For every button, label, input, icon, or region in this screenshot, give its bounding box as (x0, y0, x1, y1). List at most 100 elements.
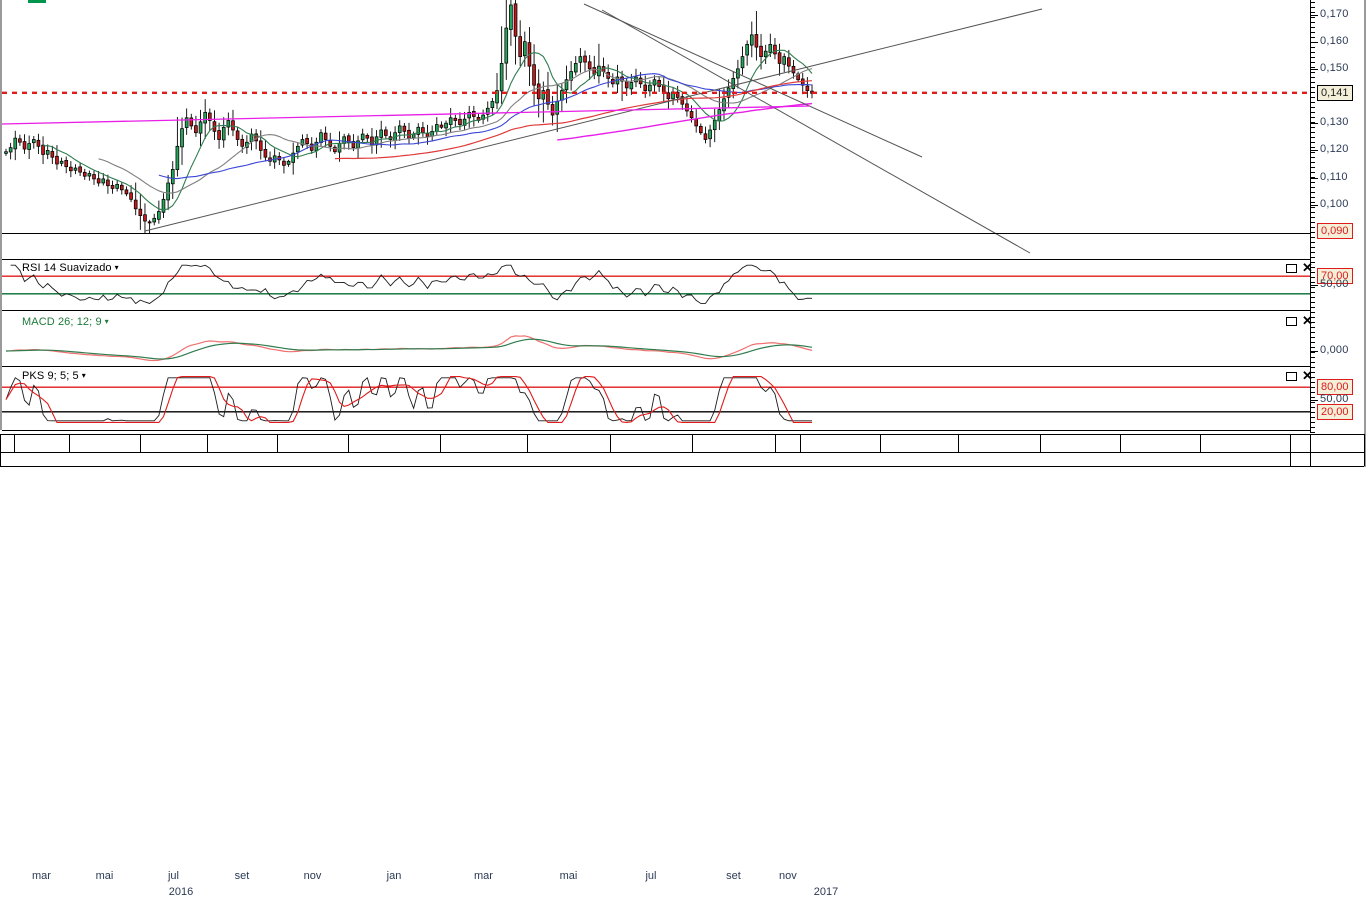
scale-tick (1311, 32, 1315, 33)
scale-tick-major (1311, 177, 1318, 179)
pks-panel-bottom-border (2, 430, 1310, 431)
scale-tick (1311, 262, 1315, 263)
scale-tick (1311, 207, 1315, 208)
scale-tick (1311, 312, 1315, 313)
macd-panel-bottom-border (2, 366, 1310, 367)
time-axis-month-jul: jul (645, 870, 657, 882)
pks-restore-icon[interactable] (1286, 372, 1297, 381)
scale-tick (1311, 142, 1315, 143)
time-axis-separator (207, 434, 208, 452)
scale-tick (1311, 232, 1315, 233)
scale-tick (1311, 97, 1315, 98)
scale-tick (1311, 202, 1315, 203)
rsi-restore-icon[interactable] (1286, 264, 1297, 273)
macd-close-icon[interactable]: ✕ (1302, 313, 1313, 328)
scale-tick (1311, 377, 1315, 378)
time-axis-separator (958, 434, 959, 452)
scale-tick (1311, 127, 1315, 128)
scale-tick (1311, 222, 1315, 223)
scale-tick (1311, 247, 1315, 248)
rsi-title[interactable]: RSI 14 Suavizado ▾ (22, 262, 119, 274)
pks-dropdown-caret[interactable]: ▾ (81, 371, 86, 380)
scale-tick-major (1311, 41, 1318, 43)
macd-restore-icon[interactable] (1286, 317, 1297, 326)
rsi-level-70-label[interactable]: 70,00 (1317, 268, 1353, 285)
time-axis-top-line (0, 434, 1364, 435)
scale-tick (1311, 412, 1315, 413)
scale-tick (1311, 397, 1315, 398)
scale-tick (1311, 152, 1315, 153)
pks-level-50-label: 50,00 (1320, 392, 1349, 405)
scale-tick (1311, 382, 1315, 383)
price-scale-label: 0,150 (1320, 61, 1349, 74)
macd-dropdown-caret[interactable]: ▾ (104, 317, 109, 326)
current-price-label[interactable]: 0,141 (1317, 84, 1353, 101)
macd-panel-buttons[interactable]: ✕ (1286, 313, 1320, 328)
time-axis-month-mar: mar (474, 870, 493, 882)
time-axis-left-edge (0, 434, 1, 467)
pks-close-icon[interactable]: ✕ (1302, 368, 1313, 383)
scale-tick (1311, 417, 1315, 418)
price-svg (2, 0, 1310, 254)
scale-tick (1311, 432, 1315, 433)
scale-tick (1311, 327, 1315, 328)
scale-tick (1311, 82, 1315, 83)
scale-tick (1311, 167, 1315, 168)
rsi-dropdown-caret[interactable]: ▾ (114, 263, 119, 272)
scale-tick (1311, 137, 1315, 138)
scale-tick (1311, 52, 1315, 53)
macd-plot-area[interactable] (2, 311, 1310, 365)
scale-tick (1311, 367, 1315, 368)
time-axis-separator (775, 434, 776, 452)
scale-tick (1311, 357, 1315, 358)
price-panel-base-border (2, 259, 1310, 260)
time-axis[interactable]: mar mai jul set nov jan mar mai jul set nov 2016 20… (0, 433, 1365, 898)
scale-tick-major (1311, 204, 1318, 206)
scale-tick (1311, 37, 1315, 38)
scale-tick (1311, 407, 1315, 408)
top-green-marker (28, 0, 46, 3)
scale-tick (1311, 57, 1315, 58)
scale-tick (1311, 62, 1315, 63)
time-axis-separator (1120, 434, 1121, 452)
scale-tick (1311, 157, 1315, 158)
scale-tick (1311, 162, 1315, 163)
macd-title-label: MACD 26; 12; 9 (22, 316, 102, 328)
scale-tick (1311, 77, 1315, 78)
scale-tick-major (1311, 150, 1318, 152)
pks-level-80-label[interactable]: 80,00 (1317, 379, 1353, 396)
time-axis-year-2016: 2016 (168, 886, 194, 898)
scale-tick (1311, 422, 1315, 423)
rsi-plot-area[interactable] (2, 260, 1310, 309)
scale-tick-major (1311, 399, 1318, 401)
pks-panel-buttons[interactable]: ✕ (1286, 368, 1320, 383)
scale-tick (1311, 182, 1315, 183)
scale-tick (1311, 117, 1315, 118)
rsi-level-50-label: 50,00 (1320, 278, 1349, 290)
scale-tick (1311, 362, 1315, 363)
pks-title[interactable]: PKS 9; 5; 5 ▾ (22, 370, 86, 382)
scale-tick (1311, 7, 1315, 8)
scale-tick (1311, 22, 1315, 23)
rsi-panel-buttons[interactable]: ✕ (1286, 260, 1320, 275)
low-price-label[interactable]: 0,090 (1317, 223, 1353, 240)
scale-tick (1311, 282, 1315, 283)
scale-tick (1311, 132, 1315, 133)
scale-tick (1311, 307, 1315, 308)
macd-title[interactable]: MACD 26; 12; 9 ▾ (22, 316, 109, 328)
price-plot-area[interactable] (2, 0, 1310, 258)
price-scale-label: 0,160 (1320, 34, 1349, 47)
time-axis-separator (692, 434, 693, 452)
price-scale-label: 0,100 (1320, 197, 1349, 210)
scale-tick (1311, 122, 1315, 123)
rsi-close-icon[interactable]: ✕ (1302, 260, 1313, 275)
scale-tick (1311, 177, 1315, 178)
rsi-title-label: RSI 14 Suavizado (22, 262, 112, 274)
pks-plot-area[interactable] (2, 367, 1310, 430)
scale-tick (1311, 242, 1315, 243)
scale-tick (1311, 87, 1315, 88)
time-axis-year-split (1290, 434, 1291, 466)
pks-level-20-label[interactable]: 20,00 (1317, 403, 1353, 420)
scale-tick (1311, 347, 1315, 348)
window-left-border (0, 0, 2, 430)
